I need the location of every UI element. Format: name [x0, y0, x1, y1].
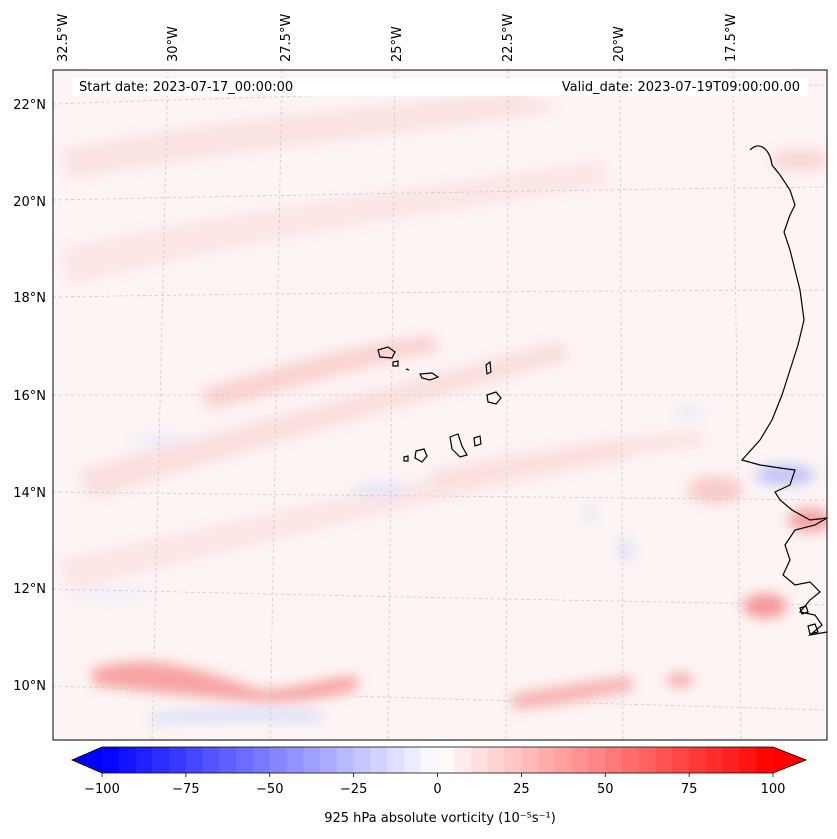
lon-label-20w: 20°W: [612, 26, 627, 62]
colorbar-tick-label: 100: [761, 782, 786, 797]
lon-label-25w: 25°W: [390, 26, 405, 62]
colorbar-tick-label: 0: [433, 782, 441, 797]
island-santiago: [449, 433, 468, 458]
colorbar-tick-label: −100: [84, 782, 120, 797]
colorbar-cell: [722, 747, 740, 773]
island-santa-luzia: [405, 368, 410, 371]
colorbar: −100 −75 −50 −25 0 25 50 75 100 925 hPa absolute…: [70, 746, 808, 826]
island-sao-vicente: [392, 360, 399, 367]
map-background: [53, 70, 827, 740]
map-panel: [53, 70, 827, 740]
lat-label-20n: 20°N: [13, 195, 46, 210]
colorbar-cell: [135, 747, 153, 773]
colorbar-cell: [252, 747, 271, 773]
colorbar-cell: [303, 747, 321, 773]
colorbar-cell: [655, 747, 673, 773]
colorbar-tick-label: 75: [681, 782, 698, 797]
island-bissagos-2: [807, 623, 819, 635]
colorbar-cell: [705, 747, 724, 773]
header-box: [72, 78, 808, 96]
colorbar-cell: [756, 747, 774, 773]
lat-label-18n: 18°N: [13, 291, 46, 306]
colorbar-cells: [102, 747, 774, 773]
colorbar-cell: [554, 747, 573, 773]
island-santo-antao: [377, 346, 396, 359]
colorbar-cell: [185, 747, 204, 773]
colorbar-high-extension: [773, 747, 806, 773]
lat-label-12n: 12°N: [13, 582, 46, 597]
colorbar-cell: [236, 747, 254, 773]
island-brava: [403, 455, 409, 462]
colorbar-cell: [286, 747, 304, 773]
colorbar-cell: [152, 747, 170, 773]
island-sao-nicolau: [419, 372, 440, 381]
island-bissagos-1: [799, 605, 809, 615]
island-boa-vista: [486, 391, 502, 405]
colorbar-cell: [672, 747, 690, 773]
colorbar-tick-label: 50: [597, 782, 614, 797]
colorbar-cell: [487, 747, 505, 773]
colorbar-tick-label: 25: [513, 782, 530, 797]
colorbar-label: 925 hPa absolute vorticity (10⁻⁵s⁻¹): [324, 811, 556, 826]
lat-label-14n: 14°N: [13, 486, 46, 501]
colorbar-cell: [387, 747, 405, 773]
colorbar-tick-label: −50: [256, 782, 283, 797]
lat-label-10n: 10°N: [13, 679, 46, 694]
lon-label-32-5w: 32.5°W: [56, 14, 71, 62]
gridlines: [53, 70, 827, 740]
lat-label-16n: 16°N: [13, 389, 46, 404]
lon-label-27-5w: 27.5°W: [279, 14, 294, 62]
island-maio: [473, 435, 482, 447]
start-date-label: Start date: 2023-07-17_00:00:00: [79, 80, 293, 95]
colorbar-cell: [269, 747, 287, 773]
colorbar-cell: [504, 747, 522, 773]
colorbar-cell: [336, 747, 355, 773]
colorbar-ticks: −100 −75 −50 −25 0 25 50 75 100: [84, 773, 785, 797]
colorbar-cell: [169, 747, 187, 773]
colorbar-cell: [437, 747, 455, 773]
colorbar-low-extension: [72, 747, 102, 773]
map-frame: [52, 69, 828, 741]
colorbar-cell: [202, 747, 220, 773]
colorbar-cell: [219, 747, 237, 773]
lon-label-22-5w: 22.5°W: [501, 14, 516, 62]
colorbar-cell: [454, 747, 472, 773]
latitude-labels: 22°N 20°N 18°N 16°N 14°N 12°N 10°N: [13, 98, 46, 694]
colorbar-cell: [588, 747, 606, 773]
colorbar-cell: [521, 747, 539, 773]
colorbar-tick-label: −25: [340, 782, 367, 797]
colorbar-cell: [370, 747, 388, 773]
colorbar-cell: [353, 747, 371, 773]
colorbar-cell: [118, 747, 136, 773]
colorbar-cell: [471, 747, 489, 773]
colorbar-cell: [605, 747, 623, 773]
colorbar-cell: [571, 747, 589, 773]
island-fogo: [414, 448, 428, 463]
colorbar-cell: [320, 747, 338, 773]
longitude-labels: 32.5°W 30°W 27.5°W 25°W 22.5°W 20°W 17.5…: [56, 14, 739, 62]
colorbar-cell: [538, 747, 556, 773]
africa-coastline: [740, 145, 827, 636]
vorticity-field: [60, 90, 827, 724]
colorbar-cell: [102, 747, 120, 773]
colorbar-tick-label: −75: [172, 782, 199, 797]
lat-label-22n: 22°N: [13, 98, 46, 113]
colorbar-cell: [689, 747, 707, 773]
lon-label-17-5w: 17.5°W: [724, 14, 739, 62]
valid-date-label: Valid_date: 2023-07-19T09:00:00.00: [562, 80, 800, 95]
colorbar-cell: [638, 747, 656, 773]
colorbar-cell: [622, 747, 640, 773]
colorbar-cell: [739, 747, 757, 773]
lon-label-30w: 30°W: [166, 26, 181, 62]
island-sal: [485, 360, 492, 375]
coastlines: [377, 145, 827, 636]
colorbar-cell: [420, 747, 438, 773]
colorbar-cell: [403, 747, 422, 773]
